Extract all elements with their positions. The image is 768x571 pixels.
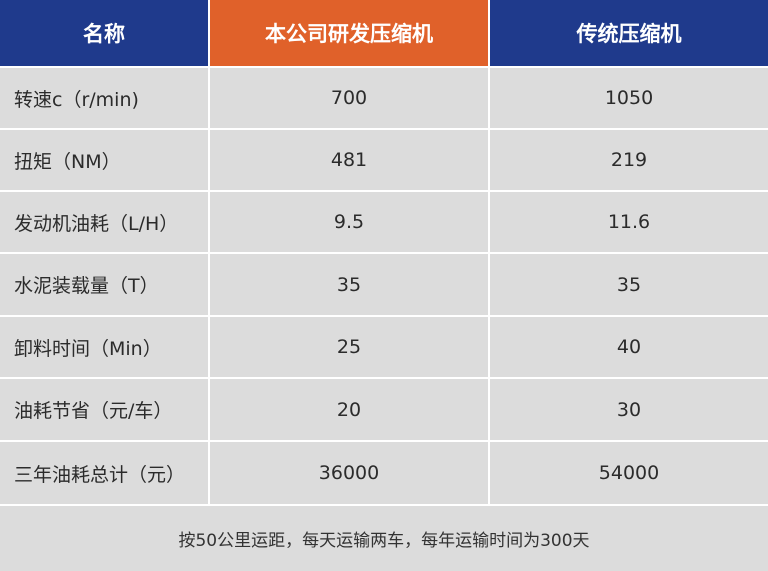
header-traditional-compressor: 传统压缩机: [490, 0, 768, 66]
row-label: 三年油耗总计（元）: [0, 442, 208, 504]
row-ours-value: 35: [210, 254, 488, 315]
row-label: 扭矩（NM）: [0, 130, 208, 190]
row-label: 发动机油耗（L/H）: [0, 192, 208, 252]
row-ours-value: 9.5: [210, 192, 488, 252]
row-traditional-value: 1050: [490, 68, 768, 128]
row-ours-value: 481: [210, 130, 488, 190]
row-ours-value: 700: [210, 68, 488, 128]
row-label: 油耗节省（元/车）: [0, 379, 208, 440]
row-ours-value: 36000: [210, 442, 488, 504]
row-label: 卸料时间（Min）: [0, 317, 208, 377]
table-footnote: 按50公里运距，每天运输两车，每年运输时间为300天: [0, 506, 768, 571]
row-ours-value: 20: [210, 379, 488, 440]
header-name: 名称: [0, 0, 208, 66]
row-traditional-value: 40: [490, 317, 768, 377]
header-our-compressor: 本公司研发压缩机: [210, 0, 488, 66]
row-label: 转速c（r/min): [0, 68, 208, 128]
row-traditional-value: 219: [490, 130, 768, 190]
row-traditional-value: 54000: [490, 442, 768, 504]
row-traditional-value: 30: [490, 379, 768, 440]
row-label: 水泥装载量（T）: [0, 254, 208, 315]
row-ours-value: 25: [210, 317, 488, 377]
row-traditional-value: 35: [490, 254, 768, 315]
row-traditional-value: 11.6: [490, 192, 768, 252]
